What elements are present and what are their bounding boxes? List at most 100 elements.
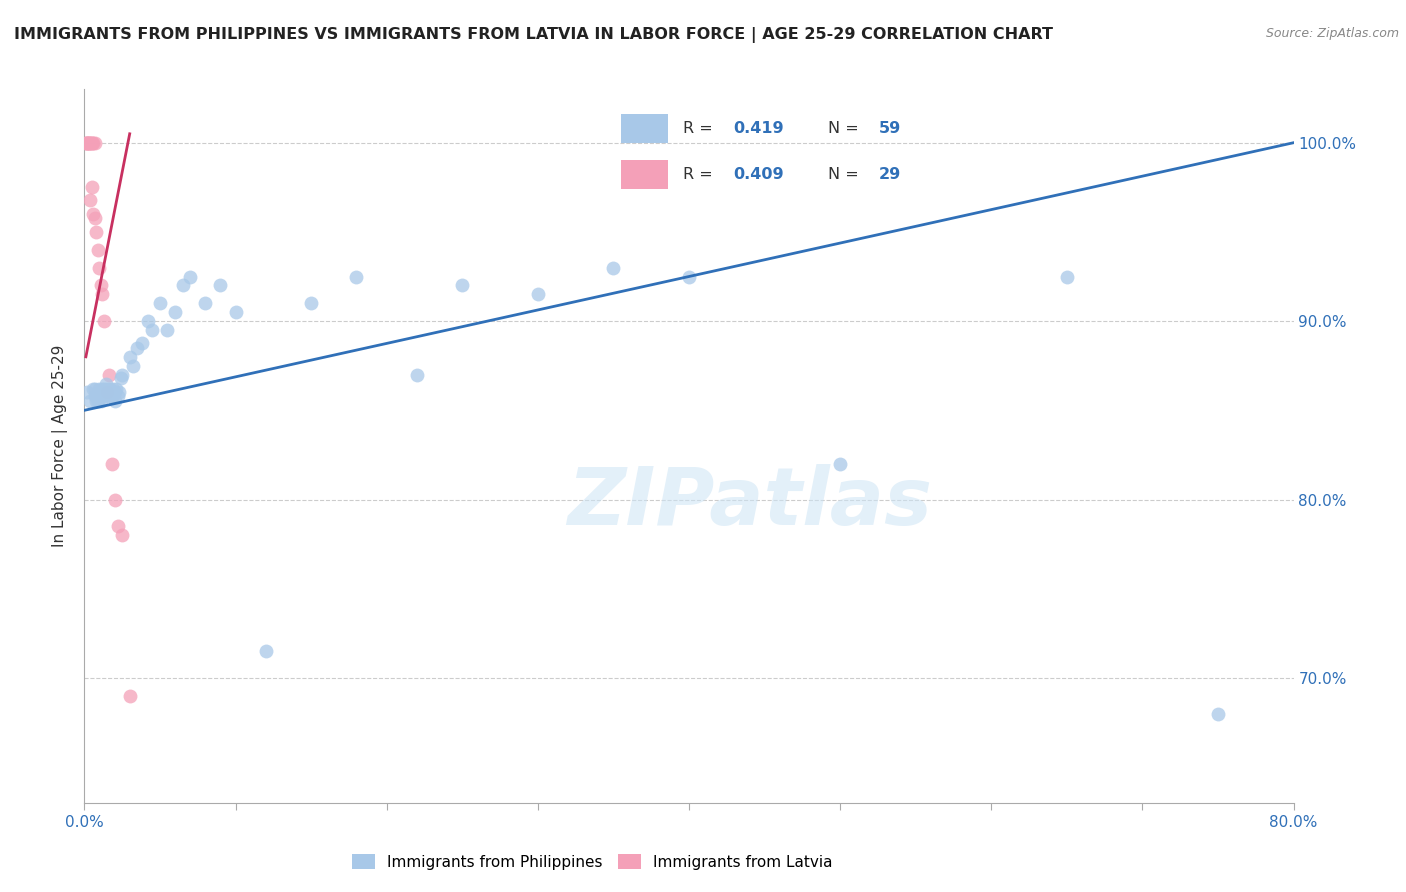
Point (79, 394, 101, 409)
Point (84, 389, 107, 403)
Point (86, 394, 108, 409)
Point (225, 305, 247, 319)
Point (86, 389, 108, 403)
Y-axis label: In Labor Force | Age 25-29: In Labor Force | Age 25-29 (52, 345, 69, 547)
Point (127, 341, 149, 355)
Text: 0.409: 0.409 (734, 167, 785, 182)
Point (121, 359, 143, 373)
Point (82, 136, 104, 150)
Text: 29: 29 (879, 167, 901, 182)
Point (527, 287, 550, 301)
Point (89, 260, 111, 275)
Point (108, 385, 131, 400)
Point (86, 225, 108, 239)
Point (1206, 706, 1229, 721)
Point (76, 136, 98, 150)
Point (93, 382, 115, 396)
Point (97, 368, 120, 382)
Point (98, 382, 121, 396)
Point (110, 371, 132, 385)
Point (77, 136, 100, 150)
Point (77, 136, 100, 150)
Point (76, 136, 98, 150)
Point (91, 287, 114, 301)
Point (100, 385, 122, 400)
Point (76, 385, 98, 400)
Point (84, 211, 107, 225)
Text: Source: ZipAtlas.com: Source: ZipAtlas.com (1265, 27, 1399, 40)
Point (90, 394, 112, 409)
Point (79, 193, 101, 207)
Point (75, 136, 97, 150)
Point (77, 136, 100, 150)
Point (131, 335, 153, 350)
Point (111, 528, 134, 542)
Point (89, 385, 111, 400)
Point (104, 492, 127, 507)
Point (141, 323, 163, 337)
Point (80, 136, 103, 150)
Point (89, 389, 111, 403)
Point (346, 269, 368, 284)
Text: 59: 59 (879, 121, 901, 136)
Point (94, 376, 117, 391)
Point (209, 278, 232, 293)
Legend: Immigrants from Philippines, Immigrants from Latvia: Immigrants from Philippines, Immigrants … (344, 846, 841, 877)
Point (156, 323, 179, 337)
Point (90, 278, 112, 293)
FancyBboxPatch shape (621, 114, 668, 144)
Point (84, 136, 107, 150)
Point (105, 382, 128, 396)
Point (97, 385, 120, 400)
Point (118, 689, 141, 703)
Point (96, 385, 118, 400)
Point (87, 243, 110, 257)
Point (82, 207, 104, 221)
Point (80, 180, 103, 194)
Point (100, 457, 122, 471)
Point (165, 305, 187, 319)
Point (104, 385, 127, 400)
Point (93, 314, 115, 328)
Point (79, 136, 101, 150)
Text: ZIPatlas: ZIPatlas (567, 464, 932, 542)
Point (107, 389, 129, 403)
Point (172, 278, 194, 293)
Point (149, 296, 172, 310)
FancyBboxPatch shape (621, 160, 668, 189)
Point (254, 644, 277, 658)
Point (89, 382, 111, 396)
Point (451, 278, 474, 293)
Point (830, 457, 852, 471)
Point (107, 519, 129, 533)
Text: R =: R = (683, 121, 718, 136)
Point (75, 136, 97, 150)
Text: N =: N = (828, 167, 863, 182)
Point (118, 350, 141, 364)
Point (87, 394, 110, 409)
Text: R =: R = (683, 167, 718, 182)
Point (93, 389, 115, 403)
Point (111, 368, 134, 382)
Point (100, 389, 122, 403)
Point (87, 391, 110, 405)
Text: N =: N = (828, 121, 863, 136)
Point (82, 382, 104, 396)
Point (80, 136, 103, 150)
Point (179, 269, 201, 284)
Point (84, 382, 107, 396)
Point (91, 385, 114, 400)
Text: 0.419: 0.419 (734, 121, 785, 136)
Point (96, 382, 118, 396)
Point (406, 368, 429, 382)
Text: IMMIGRANTS FROM PHILIPPINES VS IMMIGRANTS FROM LATVIA IN LABOR FORCE | AGE 25-29: IMMIGRANTS FROM PHILIPPINES VS IMMIGRANT… (14, 27, 1053, 43)
Point (101, 382, 124, 396)
Point (678, 269, 700, 284)
Point (1056, 269, 1078, 284)
Point (97, 389, 120, 403)
Point (194, 296, 217, 310)
Point (299, 296, 322, 310)
Point (136, 314, 159, 328)
Point (91, 382, 114, 396)
Point (602, 260, 624, 275)
